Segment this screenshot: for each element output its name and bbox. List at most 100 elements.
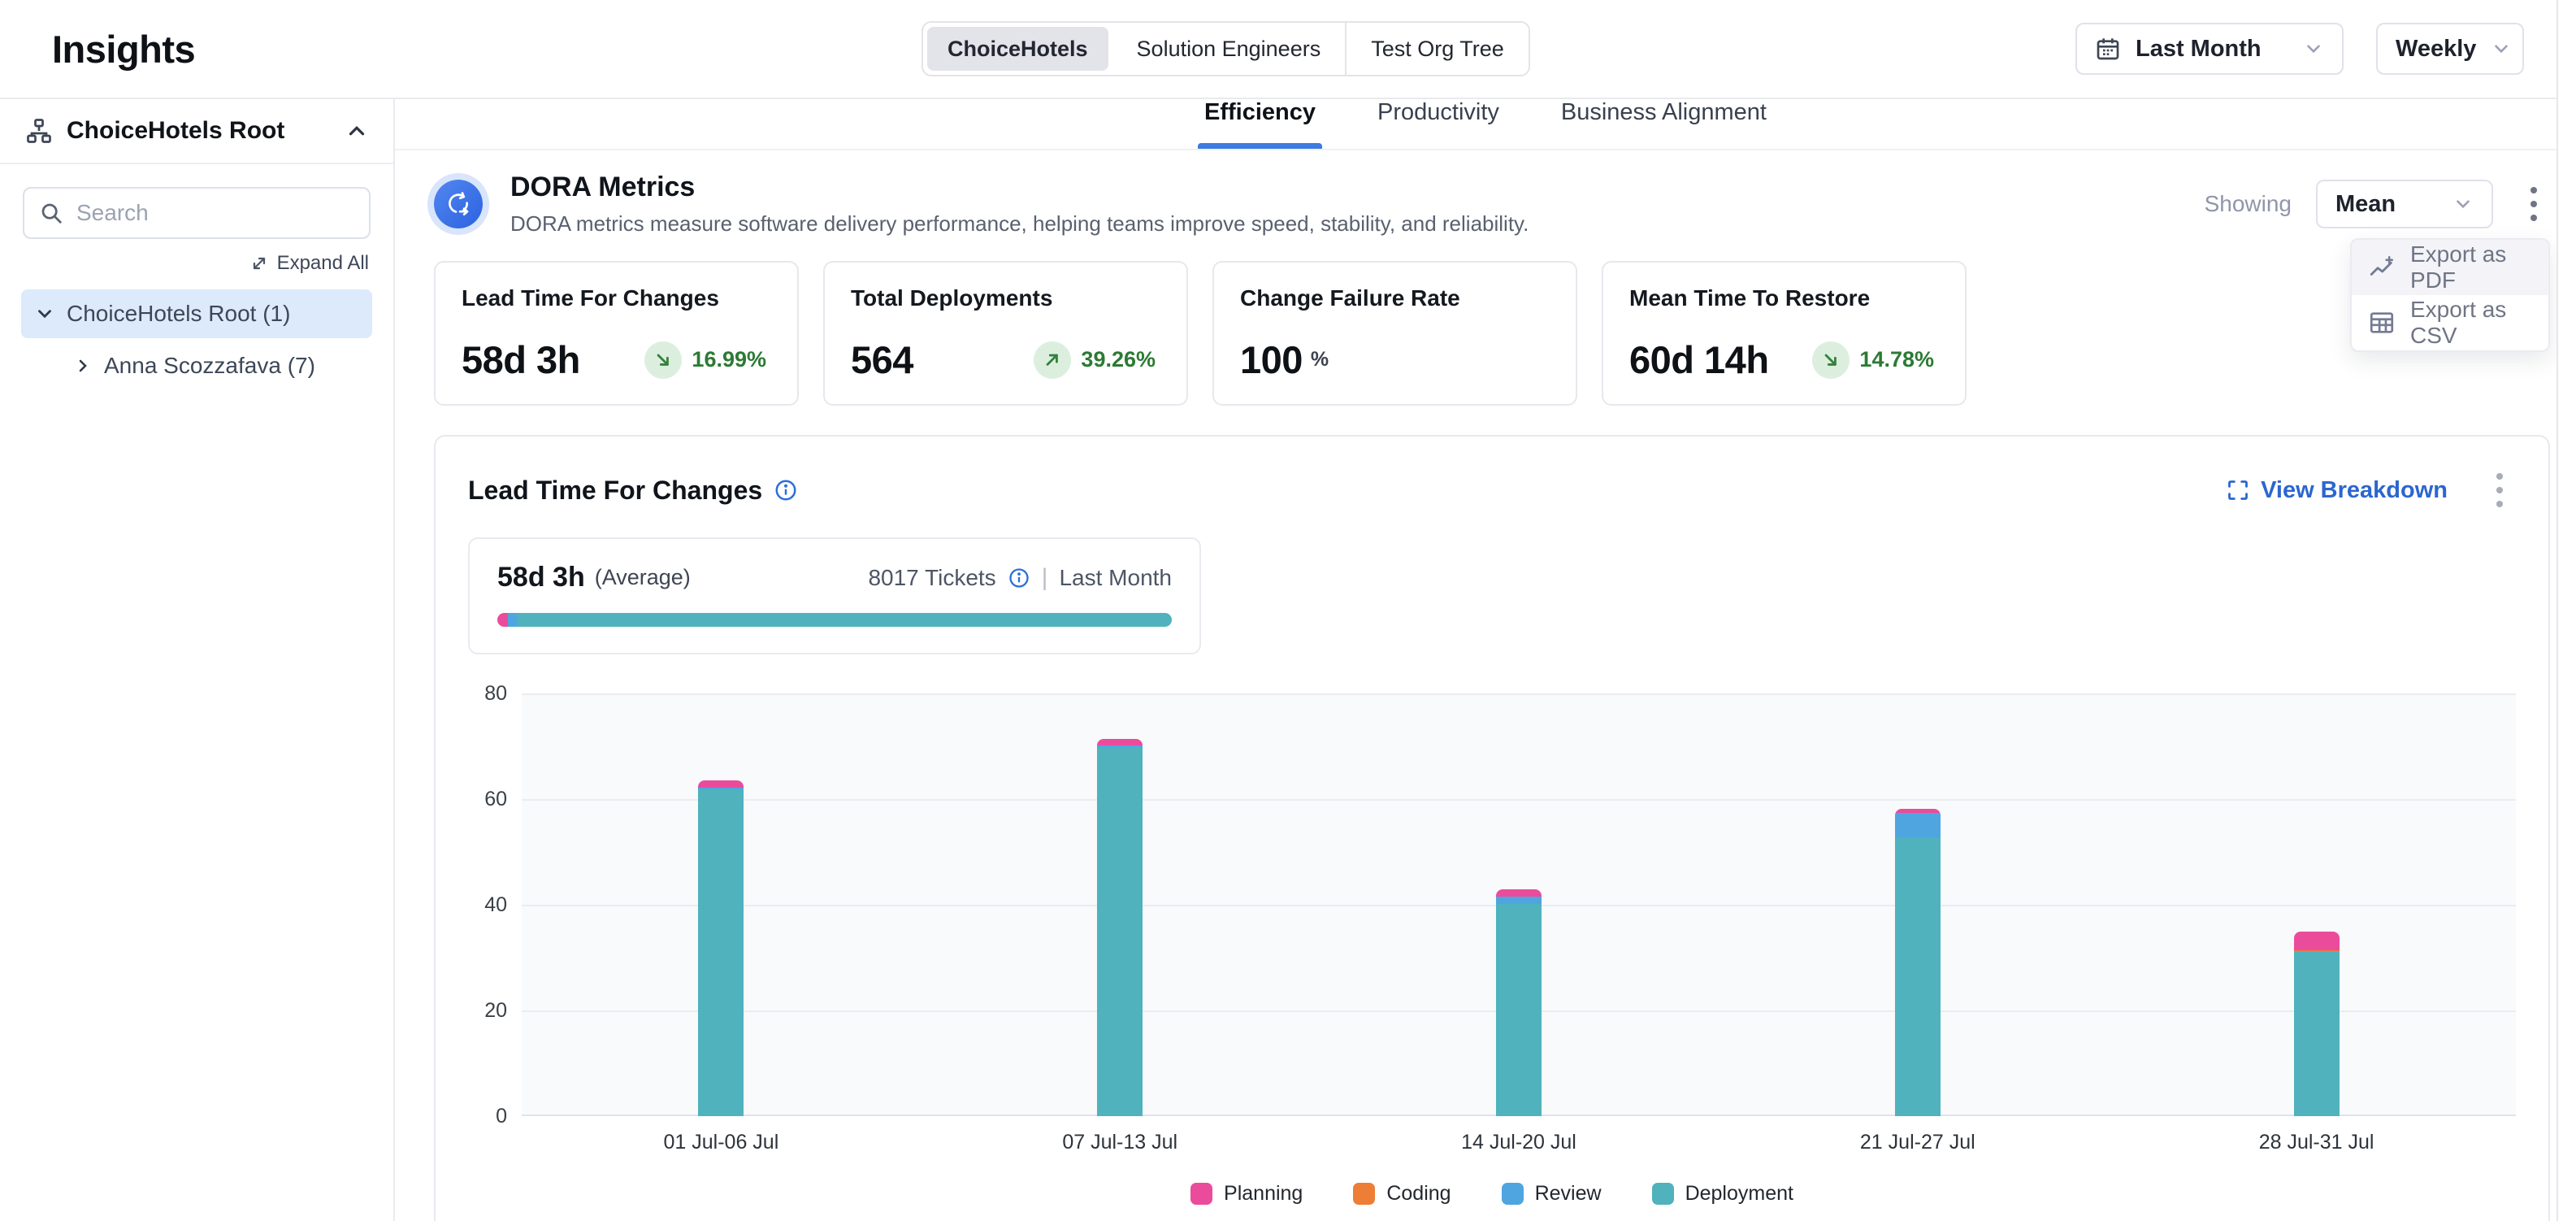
tree-item-label: Anna Scozzafava (7): [104, 353, 315, 378]
x-tick-label: 01 Jul-06 Jul: [663, 1131, 779, 1154]
x-tick-label: 14 Jul-20 Jul: [1461, 1131, 1576, 1154]
summary-tickets: 8017 Tickets: [868, 564, 996, 590]
tree-item-anna-scozzafava-7[interactable]: Anna Scozzafava (7): [60, 341, 372, 390]
org-tree-icon: [24, 116, 54, 146]
bar-slot: [921, 693, 1320, 1116]
bar-slot: [1320, 693, 1719, 1116]
bar-segment-review: [1495, 897, 1542, 905]
y-tick-label: 20: [484, 999, 507, 1022]
info-icon[interactable]: [774, 478, 798, 502]
org-tree: ChoiceHotels Root (1) Anna Scozzafava (7): [0, 289, 393, 390]
trend-down-icon: [1812, 341, 1850, 379]
legend-item-planning[interactable]: Planning: [1190, 1182, 1303, 1206]
chevron-down-icon[interactable]: [34, 303, 55, 324]
page-title: Insights: [52, 27, 196, 71]
legend-swatch: [1501, 1183, 1524, 1205]
y-axis: 0 20 40 60 80: [468, 682, 522, 1128]
export-menu: Export as PDF Export as CSV: [2350, 238, 2550, 352]
legend-label: Deployment: [1685, 1182, 1793, 1205]
gridline: [522, 693, 2516, 695]
bar-segment-planning: [1894, 808, 1941, 813]
menu-item-export-as-csv[interactable]: Export as CSV: [2352, 295, 2548, 350]
expand-arrows-icon: [249, 254, 269, 273]
legend-label: Planning: [1224, 1182, 1303, 1205]
tab-productivity[interactable]: Productivity: [1377, 99, 1499, 125]
view-breakdown-button[interactable]: View Breakdown: [2227, 477, 2448, 504]
tab-efficiency[interactable]: Efficiency: [1198, 99, 1322, 149]
stacked-bar-07-jul-13-jul[interactable]: [1097, 738, 1143, 1116]
legend-swatch: [1651, 1183, 1674, 1205]
metric-card-lead-time-for-changes: Lead Time For Changes 58d 3h 16.99%: [434, 261, 799, 406]
y-tick-label: 40: [484, 893, 507, 916]
bar-segment-review: [1097, 745, 1143, 748]
legend-item-deployment[interactable]: Deployment: [1651, 1182, 1793, 1206]
bar-segment-planning: [1495, 889, 1542, 897]
stacked-bar-28-jul-31-jul[interactable]: [2293, 932, 2340, 1116]
bar-segment-planning: [1097, 738, 1143, 745]
chevron-right-icon[interactable]: [73, 356, 93, 376]
tree-item-choicehotels-root-1[interactable]: ChoiceHotels Root (1): [21, 289, 372, 338]
bar-slot: [2117, 693, 2516, 1116]
stacked-bar-21-jul-27-jul[interactable]: [1894, 808, 1941, 1116]
bar-segment-deployment: [1495, 904, 1542, 1116]
showing-select[interactable]: Mean: [2316, 180, 2493, 228]
x-tick-label: 28 Jul-31 Jul: [2258, 1131, 2374, 1154]
chart-title-text: Lead Time For Changes: [468, 475, 763, 505]
chevron-down-icon: [2491, 38, 2512, 59]
bar-segment-deployment: [1097, 747, 1143, 1116]
legend-swatch: [1353, 1183, 1376, 1205]
trend-down-icon: [644, 341, 683, 379]
org-tab-test-org-tree[interactable]: Test Org Tree: [1345, 23, 1529, 75]
chart-legend: Planning Coding Review Deployment: [468, 1182, 2516, 1206]
x-axis-labels: 01 Jul-06 Jul 07 Jul-13 Jul 14 Jul-20 Jul 2…: [468, 1131, 2516, 1154]
bar-segment-deployment: [1894, 836, 1941, 1116]
dora-header: DORA Metrics DORA metrics measure softwa…: [434, 172, 2550, 352]
tree-item-label: ChoiceHotels Root (1): [67, 301, 291, 326]
expand-all-label: Expand All: [276, 252, 369, 274]
stacked-bar-01-jul-06-jul[interactable]: [698, 780, 744, 1116]
trend-up-icon: [1034, 341, 1072, 379]
menu-item-export-as-pdf[interactable]: Export as PDF: [2352, 240, 2548, 295]
search-icon: [39, 201, 63, 225]
metric-card-title: Lead Time For Changes: [462, 285, 719, 311]
sidebar: ChoiceHotels Root Expand All ChoiceHotel…: [0, 99, 395, 1221]
bar-segment-planning: [698, 780, 744, 788]
chart-kebab-menu-button[interactable]: [2483, 466, 2516, 515]
legend-swatch: [1190, 1183, 1213, 1205]
granularity-select[interactable]: Weekly: [2376, 23, 2524, 75]
legend-item-review[interactable]: Review: [1501, 1182, 1602, 1206]
x-tick-label: 21 Jul-27 Jul: [1859, 1131, 1975, 1154]
legend-item-coding[interactable]: Coding: [1353, 1182, 1451, 1206]
stacked-bar-14-jul-20-jul[interactable]: [1495, 889, 1542, 1116]
fullscreen-icon: [2227, 479, 2249, 502]
metric-delta-percent: 39.26%: [1081, 347, 1156, 372]
chart-title: Lead Time For Changes: [468, 476, 798, 506]
chart-summary-top: 58d 3h (Average) 8017 Tickets | Last Mon…: [497, 562, 1172, 593]
summary-bar-segment-planning: [497, 613, 509, 627]
showing-value: Mean: [2335, 190, 2396, 217]
org-tab-solution-engineers[interactable]: Solution Engineers: [1112, 23, 1346, 75]
chevron-up-icon[interactable]: [345, 119, 369, 143]
expand-all-button[interactable]: Expand All: [24, 252, 369, 275]
metric-delta: 39.26%: [1034, 341, 1156, 379]
org-tab-choicehotels[interactable]: ChoiceHotels: [927, 27, 1108, 71]
dora-kebab-menu-button[interactable]: [2517, 180, 2550, 228]
chart-summary-box: 58d 3h (Average) 8017 Tickets | Last Mon…: [468, 537, 1201, 654]
metric-card-value-row: 58d 3h 16.99%: [462, 337, 771, 382]
metric-card-title: Mean Time To Restore: [1629, 285, 1871, 311]
search-input[interactable]: [76, 200, 354, 226]
sidebar-search: [23, 187, 371, 239]
scrollbar[interactable]: [2556, 0, 2576, 1221]
date-range-select[interactable]: Last Month: [2075, 23, 2344, 75]
chart: 0 20 40 60 80: [468, 682, 2516, 1128]
tab-row: Efficiency Productivity Business Alignment: [395, 99, 2576, 150]
info-icon[interactable]: [1008, 567, 1030, 589]
bar-segment-review: [698, 787, 744, 790]
dora-title: DORA Metrics: [510, 172, 696, 202]
tab-business-alignment[interactable]: Business Alignment: [1560, 99, 1767, 125]
header-controls: Last Month Weekly: [2075, 23, 2524, 75]
metric-delta: 14.78%: [1812, 341, 1934, 379]
metric-value: 60d 14h: [1629, 338, 1769, 381]
bars-row: [522, 693, 2516, 1116]
chart-card: Lead Time For Changes View Breakdown: [434, 435, 2550, 1221]
